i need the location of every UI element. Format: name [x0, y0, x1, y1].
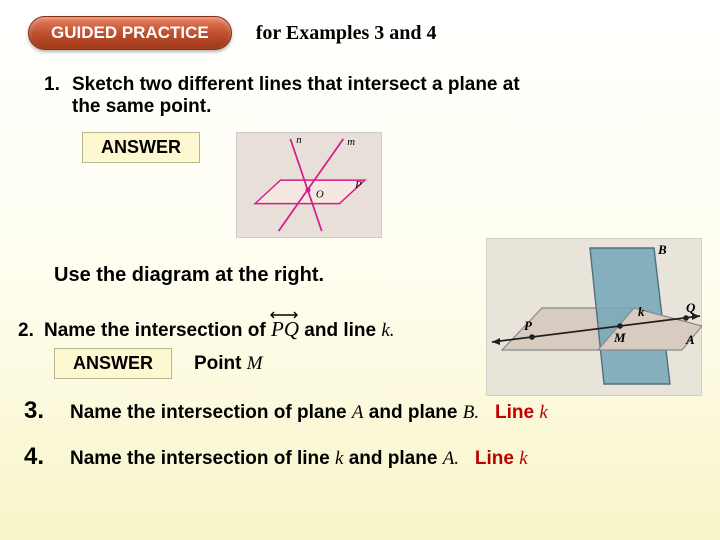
q1-number: 1. — [44, 74, 72, 96]
q2-number: 2. — [18, 320, 44, 342]
svg-text:O: O — [316, 189, 324, 201]
q4-body: Name the intersection of line k and plan… — [70, 448, 528, 470]
pq-double-arrow-icon — [269, 311, 299, 319]
q2-pq: PQ — [271, 317, 299, 341]
q2-prefix: Name the intersection of — [44, 320, 271, 341]
svg-text:M: M — [613, 330, 626, 345]
right-diagram: B A P M Qk — [486, 238, 702, 396]
q4-number: 4. — [24, 443, 52, 471]
q1-answer-label: ANSWER — [82, 132, 200, 163]
svg-text:k: k — [638, 304, 645, 319]
q1-text-line1: Sketch two different lines that intersec… — [72, 74, 520, 95]
q3-number: 3. — [24, 397, 52, 425]
subtitle: for Examples 3 and 4 — [256, 22, 437, 45]
svg-text:P: P — [524, 318, 533, 333]
q2-k: k. — [381, 320, 394, 341]
svg-text:n: n — [296, 134, 301, 146]
q3-body: Name the intersection of plane A and pla… — [70, 402, 548, 424]
svg-text:P: P — [354, 179, 362, 191]
svg-text:Q: Q — [686, 300, 696, 315]
q2-answer-label: ANSWER — [54, 348, 172, 379]
guided-practice-pill: GUIDED PRACTICE — [28, 16, 232, 50]
question-4: 4. Name the intersection of line k and p… — [0, 425, 720, 471]
sketch-diagram: n m O P — [236, 132, 382, 238]
svg-text:m: m — [347, 136, 355, 148]
question-1: 1.Sketch two different lines that inters… — [0, 50, 720, 118]
q2-mid: and line — [299, 320, 381, 341]
q4-answer: Line k — [475, 448, 528, 469]
q3-answer: Line k — [495, 402, 548, 423]
svg-text:B: B — [657, 242, 667, 257]
q2-answer: Point M — [194, 353, 263, 375]
svg-text:A: A — [685, 332, 695, 347]
q1-text-line2: the same point. — [44, 96, 690, 118]
